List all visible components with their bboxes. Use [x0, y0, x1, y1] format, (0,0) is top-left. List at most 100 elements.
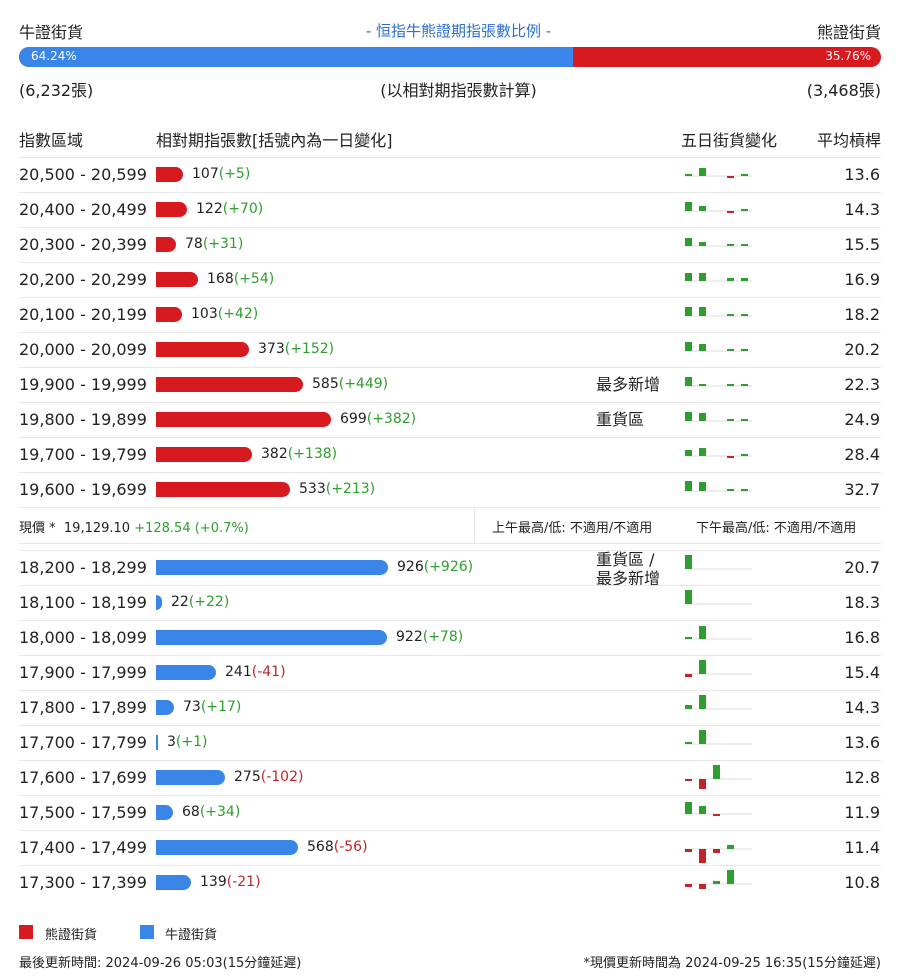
contracts-change: (-102) — [260, 769, 304, 785]
five-day-sparkline — [684, 802, 752, 816]
five-day-sparkline — [684, 765, 752, 789]
table-row: 19,900 - 19,999 585(+449) 最多新增 22.3 — [0, 367, 917, 402]
sparkline-bar — [741, 384, 748, 386]
five-day-sparkline — [684, 870, 752, 889]
sparkline-bar — [685, 174, 692, 176]
contracts-value: 78(+31) — [185, 236, 243, 252]
sparkline-bar — [699, 448, 706, 456]
contracts-count: 373 — [258, 341, 285, 357]
contracts-count: 533 — [299, 481, 326, 497]
sparkline-bar — [699, 344, 706, 351]
contracts-change: (+1) — [175, 734, 208, 750]
strike-range: 20,200 - 20,299 — [19, 270, 147, 289]
bear-contracts-bar — [156, 447, 252, 462]
contracts-count: 73 — [183, 699, 201, 715]
legend-bear-swatch — [19, 925, 33, 939]
sparkline-bar — [699, 730, 706, 744]
table-row: 20,400 - 20,499 122(+70) 14.3 — [0, 192, 917, 227]
average-leverage: 11.4 — [844, 838, 880, 857]
contracts-change: (+213) — [325, 481, 376, 497]
bear-contracts-bar — [156, 202, 187, 217]
bull-contracts-bar — [156, 700, 174, 715]
contracts-count: 68 — [182, 804, 200, 820]
contracts-change: (+31) — [202, 236, 244, 252]
sparkline-bar — [685, 450, 692, 456]
table-row: 18,100 - 18,199 22(+22) 18.3 — [0, 585, 917, 620]
contracts-value: 122(+70) — [196, 201, 263, 217]
sparkline-bar — [699, 168, 706, 176]
strike-range: 17,900 - 17,999 — [19, 663, 147, 682]
contracts-value: 103(+42) — [191, 306, 258, 322]
sparkline-bar — [685, 802, 692, 814]
contracts-count: 382 — [261, 446, 288, 462]
table-row: 17,900 - 17,999 241(-41) 15.4 — [0, 655, 917, 690]
bull-ratio-fill — [19, 47, 573, 67]
sparkline-bar — [741, 454, 748, 456]
sparkline-bar — [685, 202, 692, 211]
sparkline-bar — [741, 349, 748, 351]
spot-value: 19,129.10 — [63, 521, 131, 536]
contracts-count: 103 — [191, 306, 218, 322]
bear-contracts-bar — [156, 412, 331, 427]
contracts-count: 568 — [307, 839, 334, 855]
average-leverage: 16.9 — [844, 270, 880, 289]
table-row: 20,000 - 20,099 373(+152) 20.2 — [0, 332, 917, 367]
strike-range: 17,800 - 17,899 — [19, 698, 147, 717]
sparkline-bar — [685, 342, 692, 351]
average-leverage: 22.3 — [844, 375, 880, 394]
zone-note: 重貨區 / 最多新增 — [596, 550, 661, 588]
contracts-value: 107(+5) — [192, 166, 250, 182]
five-day-sparkline — [684, 202, 752, 213]
legend-bull-label: 牛證街貨 — [165, 928, 218, 943]
contracts-change: (+22) — [188, 594, 230, 610]
average-leverage: 13.6 — [844, 165, 880, 184]
contracts-value: 382(+138) — [261, 446, 337, 462]
average-leverage: 14.3 — [844, 200, 880, 219]
sparkline-bar — [727, 349, 734, 351]
sparkline-bar — [699, 884, 706, 889]
sparkline-bar — [699, 307, 706, 316]
strike-range: 17,700 - 17,799 — [19, 733, 147, 752]
sparkline-bar — [727, 419, 734, 421]
sparkline-bar — [685, 742, 692, 744]
sparkline-bar — [741, 244, 748, 246]
column-header-contracts: 相對期指張數[括號內為一日變化] — [156, 131, 393, 150]
contracts-value: 699(+382) — [340, 411, 416, 427]
contracts-change: (+152) — [284, 341, 335, 357]
table-row: 17,600 - 17,699 275(-102) 12.8 — [0, 760, 917, 795]
column-header-leverage: 平均槓桿 — [816, 131, 881, 150]
sparkline-bar — [699, 482, 706, 491]
strike-range: 19,700 - 19,799 — [19, 445, 147, 464]
strike-range: 20,300 - 20,399 — [19, 235, 147, 254]
contracts-change: (-21) — [226, 874, 261, 890]
sparkline-bar — [685, 377, 692, 386]
contracts-change: (+78) — [422, 629, 464, 645]
bear-contracts-bar — [156, 342, 249, 357]
sparkline-bar — [699, 273, 706, 281]
sparkline-bar — [741, 489, 748, 491]
bear-contracts-bar — [156, 377, 303, 392]
contracts-change: (+42) — [217, 306, 259, 322]
contracts-change: (-41) — [251, 664, 286, 680]
contracts-change: (+34) — [199, 804, 241, 820]
spot-price-row: 現價 * 19,129.10 +128.54 (+0.7%) 上午最高/低: 不… — [0, 507, 917, 544]
contracts-value: 68(+34) — [182, 804, 240, 820]
sparkline-bar — [727, 211, 734, 213]
strike-range: 18,000 - 18,099 — [19, 628, 147, 647]
afternoon-high-low: 下午最高/低: 不適用/不適用 — [696, 521, 857, 536]
sparkline-bar — [685, 705, 692, 709]
table-row: 17,300 - 17,399 139(-21) 10.8 — [0, 865, 917, 900]
sparkline-bar — [699, 695, 706, 709]
contracts-change: (+449) — [338, 376, 389, 392]
five-day-sparkline — [684, 448, 752, 458]
sparkline-bar — [685, 849, 692, 852]
five-day-sparkline — [684, 273, 752, 282]
strike-range: 17,600 - 17,699 — [19, 768, 147, 787]
sparkline-bar — [685, 590, 692, 604]
five-day-sparkline — [684, 238, 752, 247]
sparkline-bar — [713, 849, 720, 853]
sparkline-bar — [685, 637, 692, 639]
spot-label: 現價 * — [19, 521, 56, 536]
contracts-value: 568(-56) — [307, 839, 368, 855]
table-row: 19,700 - 19,799 382(+138) 28.4 — [0, 437, 917, 472]
